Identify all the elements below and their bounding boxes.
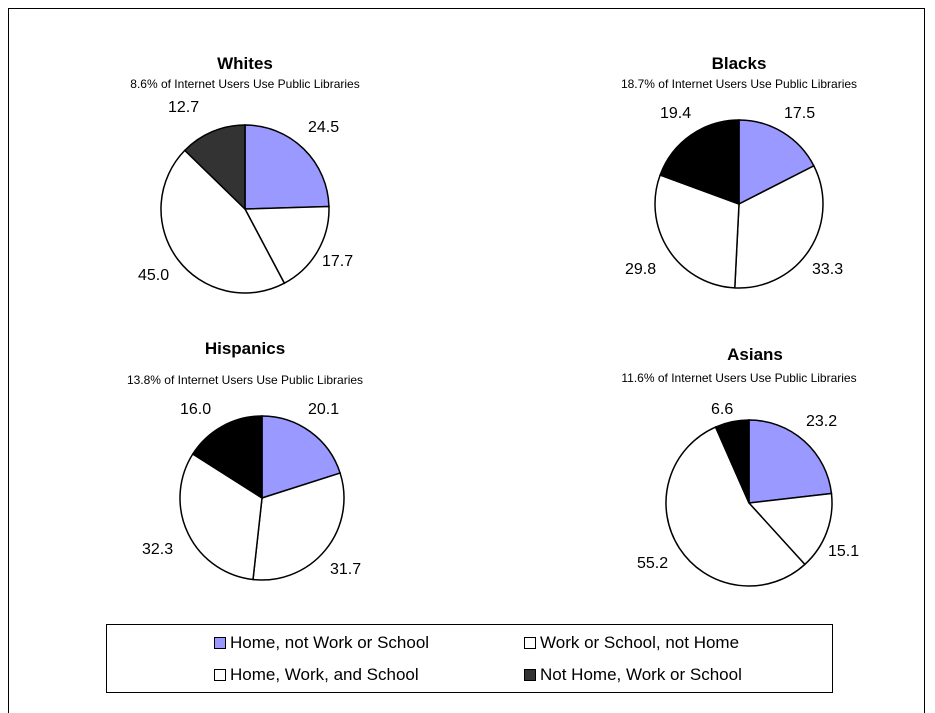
slice-home-work-school	[665, 426, 806, 587]
slice-work-school-only	[733, 164, 824, 289]
slice-label: 19.4	[660, 105, 691, 122]
slice-work-school-only	[243, 205, 330, 285]
slice-home-only	[748, 419, 833, 504]
legend-label: Home, not Work or School	[230, 633, 430, 652]
slice-home-work-school	[160, 149, 286, 294]
legend-label: Work or School, not Home	[540, 633, 740, 652]
pie-subtitle: 18.7% of Internet Users Use Public Libra…	[621, 77, 857, 91]
slice-label: 24.5	[308, 119, 339, 136]
pie-hispanics: Hispanics 13.8% of Internet Users Use Pu…	[127, 339, 363, 581]
pie-title: Whites	[217, 54, 273, 73]
slice-label: 45.0	[138, 267, 169, 284]
slice-label: 32.3	[142, 541, 173, 558]
pie-whites: Whites 8.6% of Internet Users Use Public…	[130, 54, 360, 294]
pie-title: Asians	[727, 345, 783, 364]
legend-swatch	[524, 669, 536, 681]
slice-label: 17.7	[322, 253, 353, 270]
slice-label: 15.1	[828, 543, 859, 560]
slice-label: 20.1	[308, 401, 339, 418]
legend-label: Home, Work, and School	[230, 665, 419, 684]
pie-title: Hispanics	[205, 339, 285, 358]
legend-swatch	[524, 637, 536, 649]
slice-label: 33.3	[812, 261, 843, 278]
slice-label: 23.2	[806, 413, 837, 430]
slice-home-only	[738, 119, 815, 206]
slice-home-only	[244, 124, 330, 210]
legend-item: Home, not Work or School	[214, 633, 429, 653]
pie-asians: Asians 11.6% of Internet Users Use Publi…	[621, 345, 859, 587]
legend-label: Not Home, Work or School	[540, 665, 742, 684]
slice-label: 31.7	[330, 561, 361, 578]
slice-label: 55.2	[637, 555, 668, 572]
slice-work-school-only	[252, 472, 345, 581]
chart-frame	[8, 8, 925, 713]
pie-subtitle: 11.6% of Internet Users Use Public Libra…	[621, 371, 856, 385]
slice-work-school-only	[747, 492, 833, 566]
slice-label: 6.6	[711, 401, 733, 418]
slice-none	[183, 124, 246, 211]
pie-blacks: Blacks 18.7% of Internet Users Use Publi…	[621, 54, 857, 289]
legend-item: Work or School, not Home	[524, 633, 739, 653]
slice-label: 16.0	[180, 401, 211, 418]
legend-item: Home, Work, and School	[214, 665, 419, 685]
legend: Home, not Work or School Work or School,…	[106, 624, 833, 693]
legend-swatch	[214, 637, 226, 649]
slice-label: 17.5	[784, 105, 815, 122]
slice-none	[659, 119, 740, 206]
slice-label: 12.7	[168, 99, 199, 116]
slice-label: 29.8	[625, 261, 656, 278]
legend-item: Not Home, Work or School	[524, 665, 742, 685]
pie-subtitle: 8.6% of Internet Users Use Public Librar…	[130, 77, 359, 91]
pie-subtitle: 13.8% of Internet Users Use Public Libra…	[127, 373, 363, 387]
slice-none	[714, 419, 750, 504]
pie-title: Blacks	[712, 54, 767, 73]
slice-home-work-school	[654, 174, 740, 289]
slice-home-only	[261, 415, 342, 500]
legend-swatch	[214, 669, 226, 681]
slice-none	[191, 415, 263, 500]
